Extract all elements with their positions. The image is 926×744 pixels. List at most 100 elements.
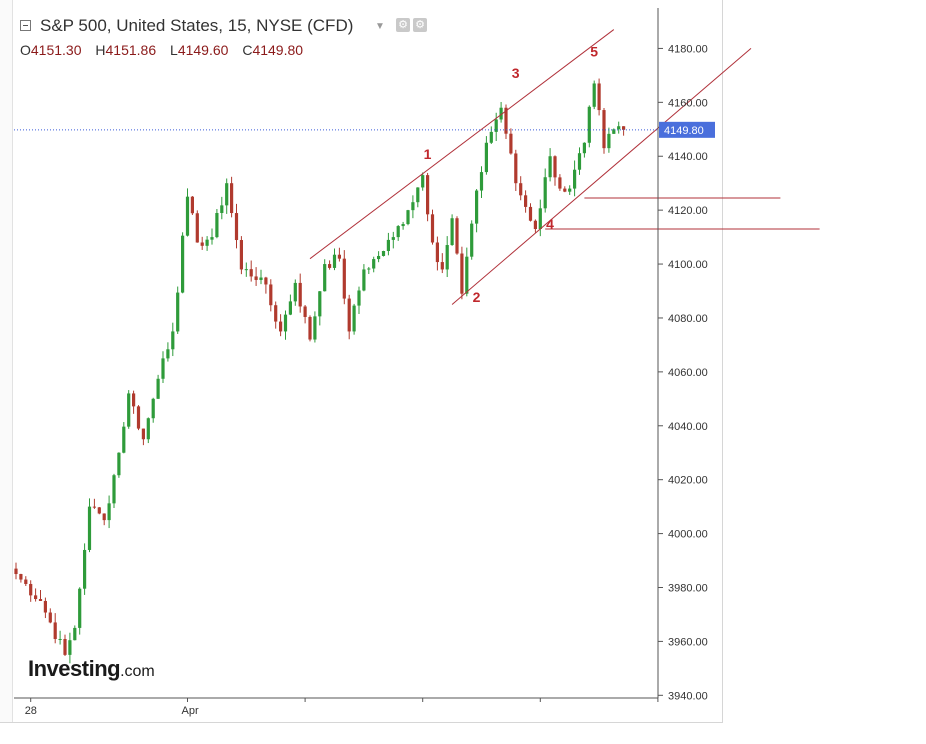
candle-body: [519, 183, 523, 196]
candle-body: [83, 549, 87, 589]
candle-body: [435, 242, 439, 263]
candle-body: [445, 245, 449, 270]
candle-body: [455, 218, 459, 254]
collapse-icon[interactable]: [20, 20, 31, 31]
candle-body: [117, 452, 121, 476]
y-tick-label: 3960.00: [668, 636, 708, 648]
candle-body: [328, 264, 332, 268]
candle-body: [548, 156, 552, 178]
candle-body: [63, 638, 67, 655]
close-label: C: [242, 42, 253, 58]
candle-body: [264, 277, 268, 285]
candle-body: [514, 153, 518, 184]
candle-body: [367, 268, 371, 270]
candle-body: [200, 242, 204, 246]
candle-body: [421, 175, 425, 188]
candle-body: [195, 213, 199, 243]
candle-body: [416, 187, 420, 203]
candle-body: [592, 83, 596, 107]
candle-body: [112, 475, 116, 504]
candle-body: [612, 129, 616, 134]
y-tick-label: 4160.00: [668, 97, 708, 109]
y-tick-label: 4020.00: [668, 475, 708, 487]
candle-body: [38, 599, 43, 601]
candle-body: [43, 600, 47, 613]
logo-tld: .com: [120, 663, 155, 680]
candle-body: [597, 83, 601, 111]
chart-title: S&P 500, United States, 15, NYSE (CFD): [40, 16, 354, 35]
candle-body: [401, 224, 405, 227]
y-tick-label: 4140.00: [668, 151, 708, 163]
chevron-down-icon[interactable]: ▼: [375, 21, 385, 32]
candle-body: [563, 188, 567, 192]
candle-body: [499, 107, 503, 120]
candle-body: [68, 640, 72, 655]
candle-body: [440, 262, 444, 270]
current-price-tag: [659, 121, 715, 138]
candle-body: [538, 208, 542, 230]
trendline: [309, 29, 615, 260]
candle-body: [151, 398, 155, 419]
candle-body: [283, 314, 288, 332]
candle-body: [132, 393, 136, 407]
candle-body: [249, 269, 253, 277]
candle-body: [73, 627, 77, 641]
wave-label: 3: [512, 65, 520, 81]
candle-body: [323, 264, 327, 292]
investing-logo: Investing.com: [28, 656, 155, 682]
candle-body: [479, 172, 484, 191]
candle-body: [127, 393, 131, 427]
candle-body: [465, 256, 469, 294]
gear-icon[interactable]: ⚙: [413, 18, 427, 32]
candle-body: [528, 206, 533, 221]
candle-body: [347, 298, 351, 332]
candle-body: [352, 305, 356, 332]
candle-body: [450, 218, 454, 246]
high-value: 4151.86: [105, 42, 157, 58]
candle-body: [171, 331, 175, 350]
candle-body: [308, 316, 312, 340]
open-label: O: [20, 42, 31, 58]
candle-body: [136, 406, 141, 429]
candle-body: [484, 142, 488, 173]
low-label: L: [170, 42, 178, 58]
candle-body: [14, 568, 18, 575]
candle-body: [176, 292, 180, 332]
candle-body: [489, 131, 493, 143]
candle-body: [470, 223, 474, 257]
y-tick-label: 4040.00: [668, 421, 708, 433]
candle-body: [622, 126, 626, 130]
logo-brand: Investing: [28, 656, 121, 681]
candle-body: [234, 213, 239, 241]
candle-body: [504, 107, 508, 134]
candle-body: [475, 190, 479, 224]
candle-body: [288, 301, 292, 315]
candle-body: [430, 214, 435, 243]
y-tick-label: 4180.00: [668, 43, 708, 55]
candle-body: [313, 316, 317, 340]
candle-body: [146, 418, 150, 440]
candle-body: [161, 358, 165, 379]
y-tick-label: 4080.00: [668, 313, 708, 325]
candle-body: [141, 428, 145, 440]
candle-body: [524, 195, 528, 207]
candle-body: [185, 196, 190, 236]
candle-body: [607, 133, 611, 149]
candle-body: [107, 503, 111, 521]
candle-body: [34, 595, 38, 600]
candle-body: [391, 237, 395, 240]
candle-body: [602, 110, 606, 149]
chart-frame: [0, 0, 723, 723]
candle-body: [225, 183, 229, 206]
settings-icon[interactable]: ⚙: [396, 18, 410, 32]
candle-body: [102, 513, 106, 521]
candle-body: [318, 291, 322, 317]
candle-body: [259, 277, 263, 280]
candle-body: [396, 226, 400, 238]
candle-body: [337, 254, 341, 259]
candle-body: [24, 579, 28, 584]
candle-body: [274, 305, 278, 322]
candle-body: [122, 426, 126, 453]
y-tick-label: 3940.00: [668, 690, 708, 702]
